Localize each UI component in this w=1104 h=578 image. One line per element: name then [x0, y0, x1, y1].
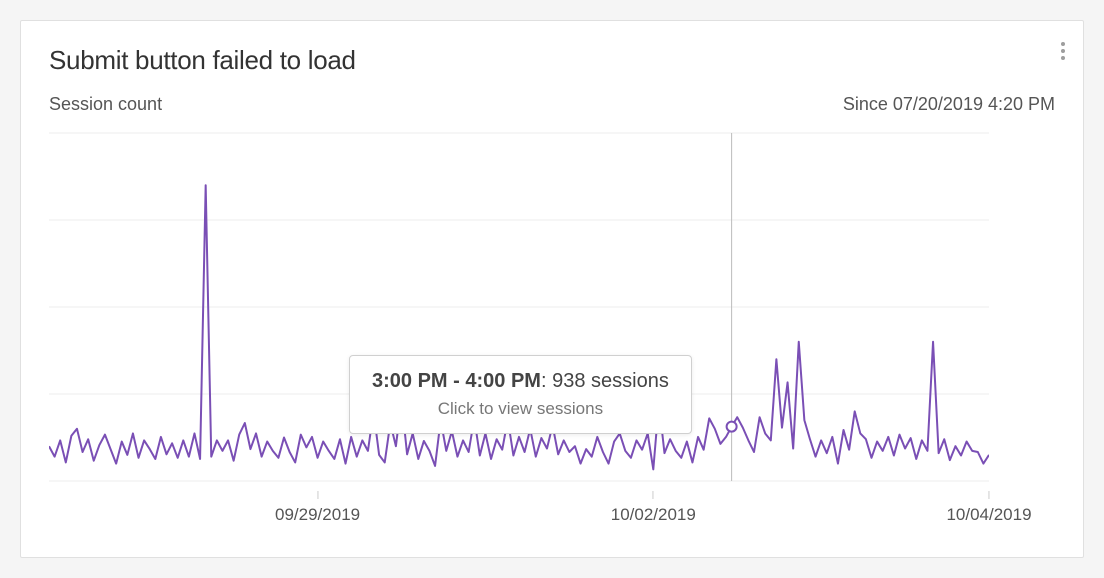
x-tick-label: 10/02/2019 — [611, 505, 696, 525]
card-title: Submit button failed to load — [49, 45, 356, 76]
subtitle-right: Since 07/20/2019 4:20 PM — [843, 94, 1055, 115]
card-subheader: Session count Since 07/20/2019 4:20 PM — [49, 94, 1055, 115]
chart-area[interactable]: 01500300045006000 3:00 PM - 4:00 PM: 938… — [49, 127, 1055, 487]
x-tick-label: 09/29/2019 — [275, 505, 360, 525]
x-tick-mark — [653, 491, 654, 499]
line-chart-svg[interactable] — [49, 127, 989, 487]
card-header: Submit button failed to load — [49, 45, 1055, 76]
x-tick: 09/29/2019 — [275, 491, 360, 525]
x-axis: 09/29/201910/02/201910/04/2019 — [49, 491, 989, 531]
x-tick: 10/04/2019 — [946, 491, 1031, 525]
kebab-menu-icon[interactable] — [1053, 39, 1073, 63]
chart-card: Submit button failed to load Session cou… — [20, 20, 1084, 558]
subtitle-left: Session count — [49, 94, 162, 115]
x-tick-mark — [317, 491, 318, 499]
x-tick-mark — [989, 491, 990, 499]
x-tick-label: 10/04/2019 — [946, 505, 1031, 525]
x-tick: 10/02/2019 — [611, 491, 696, 525]
